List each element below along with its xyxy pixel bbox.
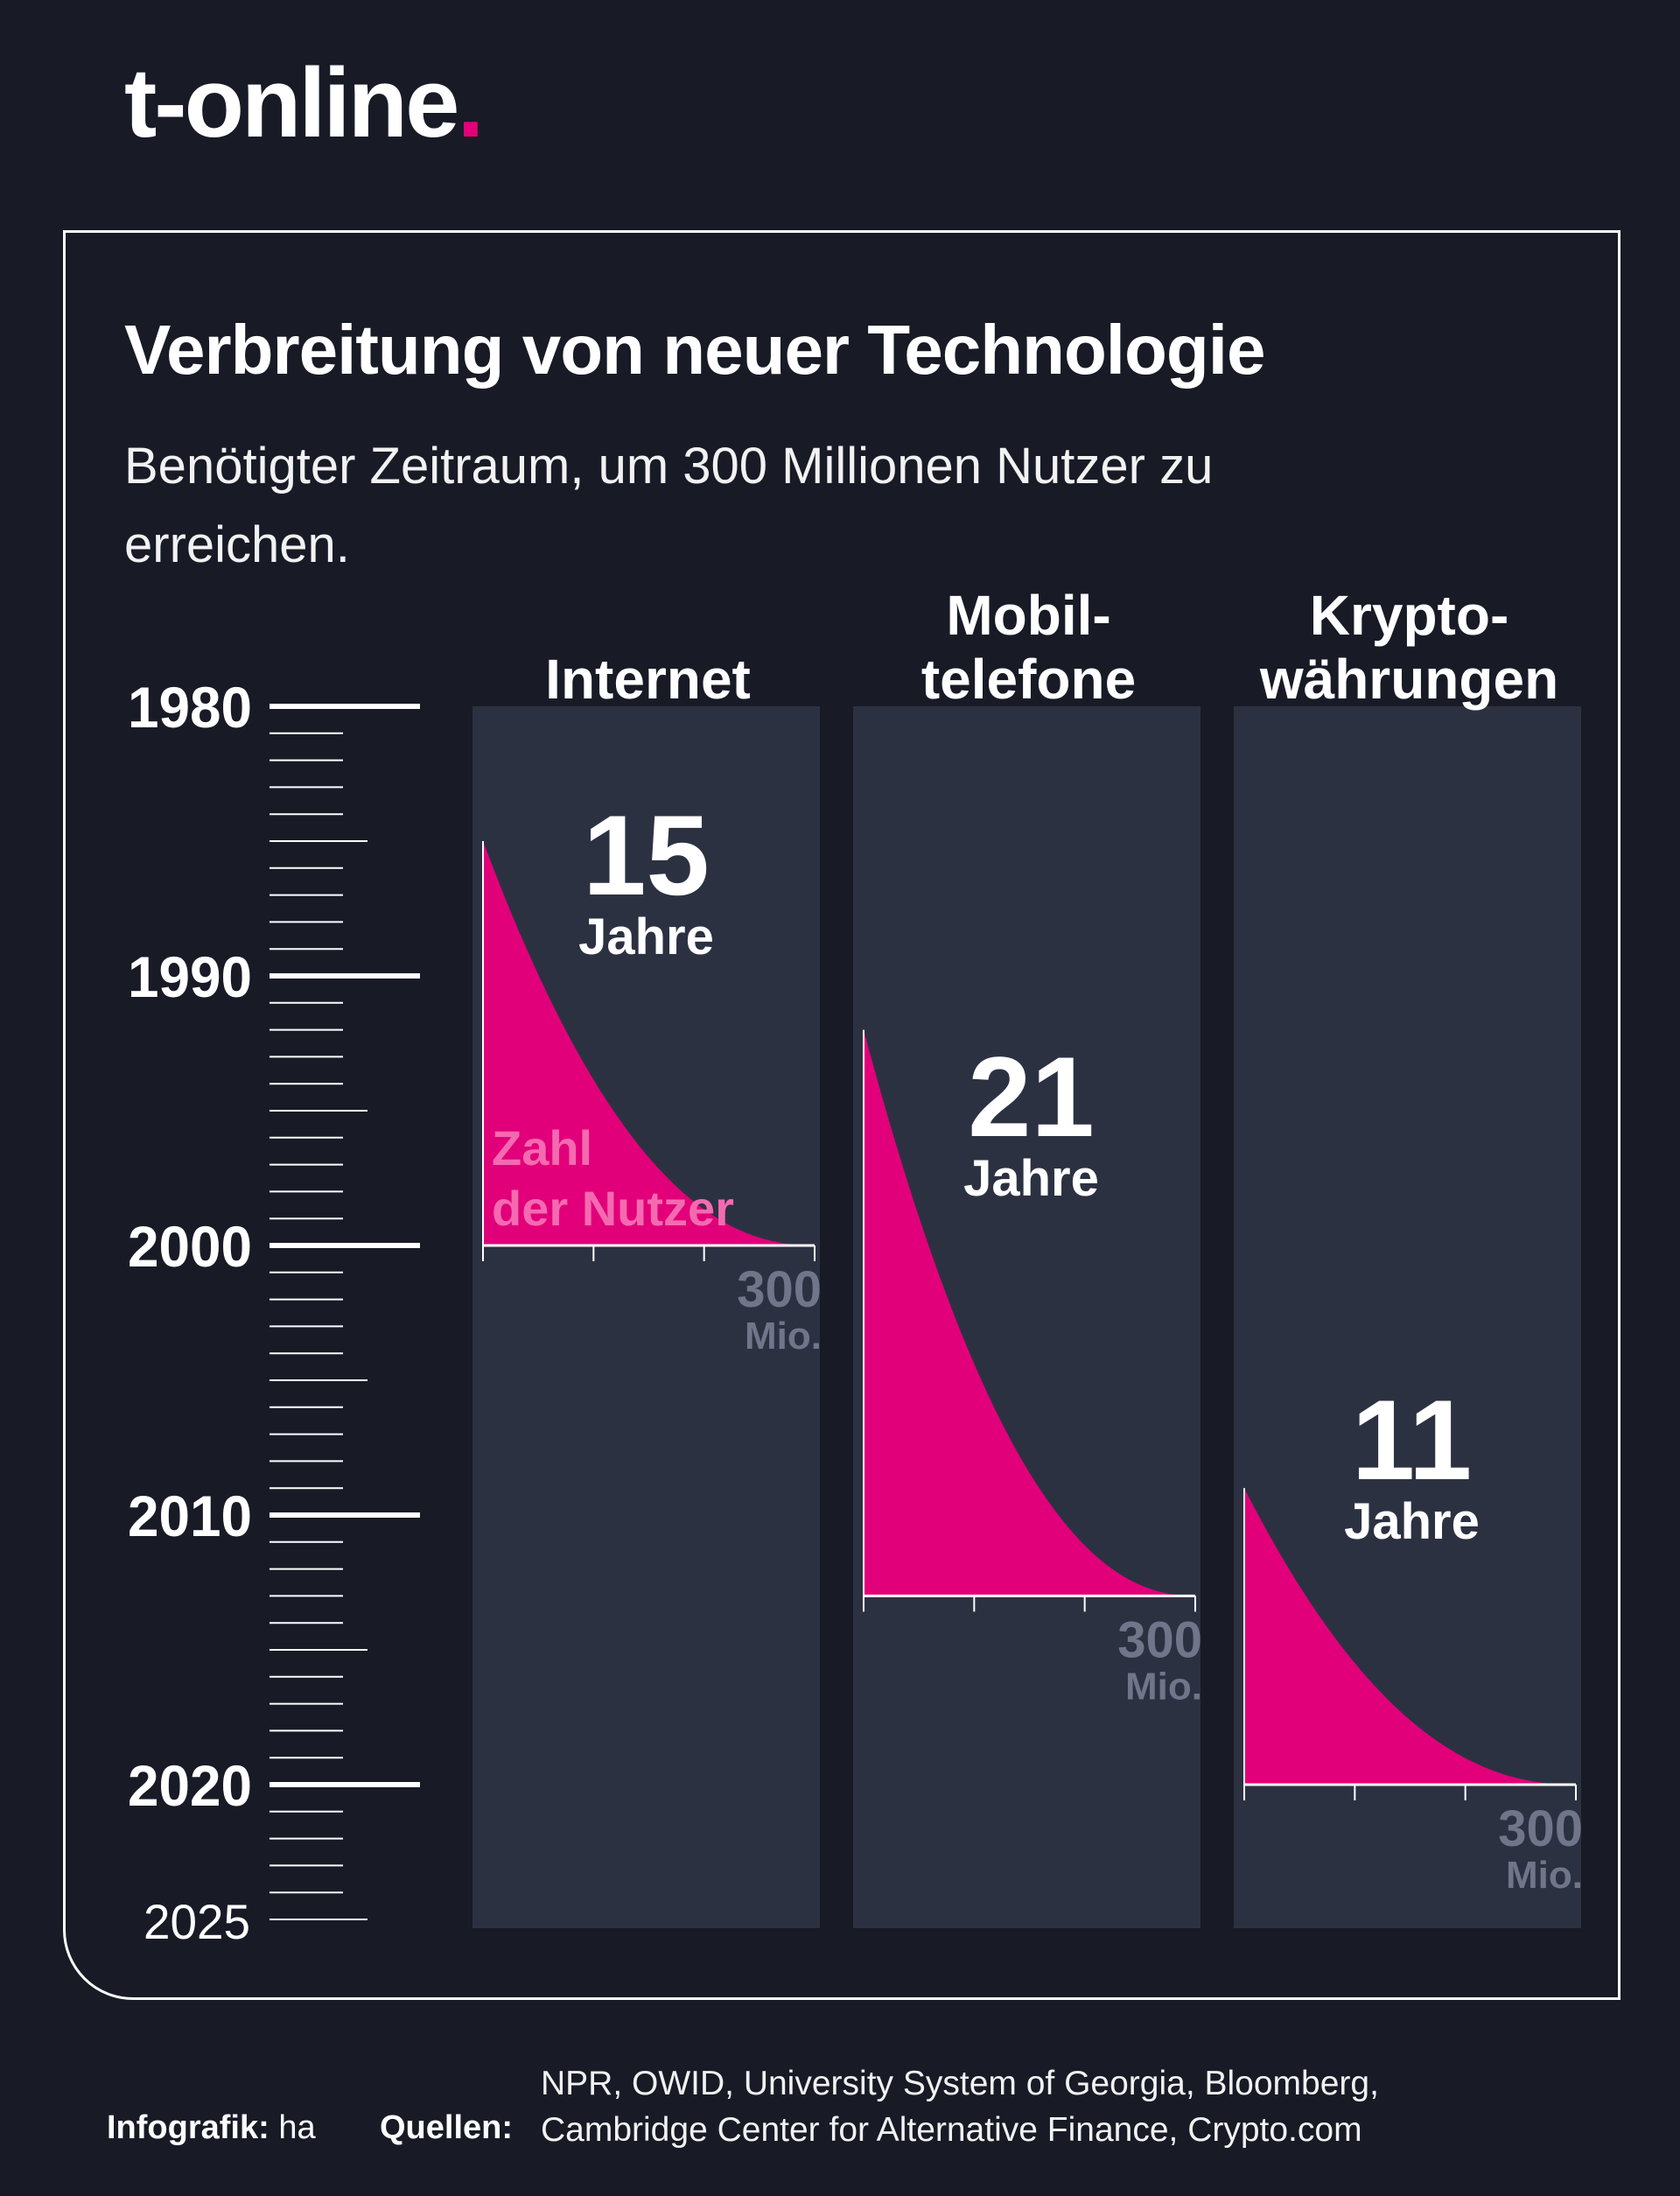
axis-year-label: 1980 — [128, 675, 252, 740]
panel-background — [472, 706, 820, 1928]
users-axis-label: der Nutzer — [492, 1181, 734, 1236]
logo-dot: . — [457, 48, 484, 158]
logo-text: t-online — [124, 48, 459, 158]
t-online-logo: t-online. — [124, 54, 484, 152]
panel-header: Mobil- — [946, 584, 1110, 647]
axis-year-label: 2010 — [128, 1484, 252, 1548]
years-unit: Jahre — [578, 909, 714, 965]
chart-subtitle: Benötigter Zeitraum, um 300 Millionen Nu… — [124, 438, 1214, 573]
axis-year-label: 1990 — [128, 944, 252, 1009]
credit-label: Infografik: — [107, 2109, 270, 2146]
max-users-unit: Mio. — [745, 1315, 822, 1358]
max-users-unit: Mio. — [1506, 1854, 1583, 1897]
footer-credit: Infografik: ha — [107, 2109, 316, 2147]
axis-year-label: 2025 — [144, 1894, 250, 1949]
years-unit: Jahre — [1344, 1493, 1480, 1550]
axis-year-label: 2020 — [128, 1753, 252, 1818]
adoption-area — [483, 841, 815, 1245]
max-users-label: 300 — [1498, 1800, 1583, 1857]
years-value: 21 — [968, 1033, 1095, 1161]
sources-text: NPR, OWID, University System of Georgia,… — [541, 2060, 1379, 2153]
years-value: 11 — [1352, 1376, 1472, 1504]
max-users-label: 300 — [737, 1261, 822, 1318]
adoption-chart: 198019902000201020202025Internet300Mio.1… — [128, 584, 1583, 1949]
sources-line: NPR, OWID, University System of Georgia,… — [541, 2065, 1379, 2102]
panel-header: währungen — [1259, 648, 1558, 711]
panel-header: telefone — [921, 648, 1136, 711]
max-users-unit: Mio. — [1125, 1665, 1202, 1708]
sources-line: Cambridge Center for Alternative Finance… — [541, 2111, 1362, 2149]
axis-year-label: 2000 — [128, 1214, 252, 1279]
adoption-area — [864, 1029, 1195, 1596]
years-value: 15 — [583, 791, 710, 919]
users-axis-label: Zahl — [492, 1120, 592, 1175]
chart-title: Verbreitung von neuer Technologie — [124, 311, 1265, 389]
years-unit: Jahre — [963, 1150, 1099, 1207]
sources-label: Quellen: — [380, 2109, 514, 2146]
chart-card — [63, 230, 1620, 2000]
adoption-area — [1244, 1488, 1576, 1785]
credit-value: ha — [278, 2109, 316, 2146]
max-users-label: 300 — [1117, 1611, 1202, 1668]
panel-header: Krypto- — [1310, 584, 1509, 647]
panel-header: Internet — [545, 648, 751, 711]
